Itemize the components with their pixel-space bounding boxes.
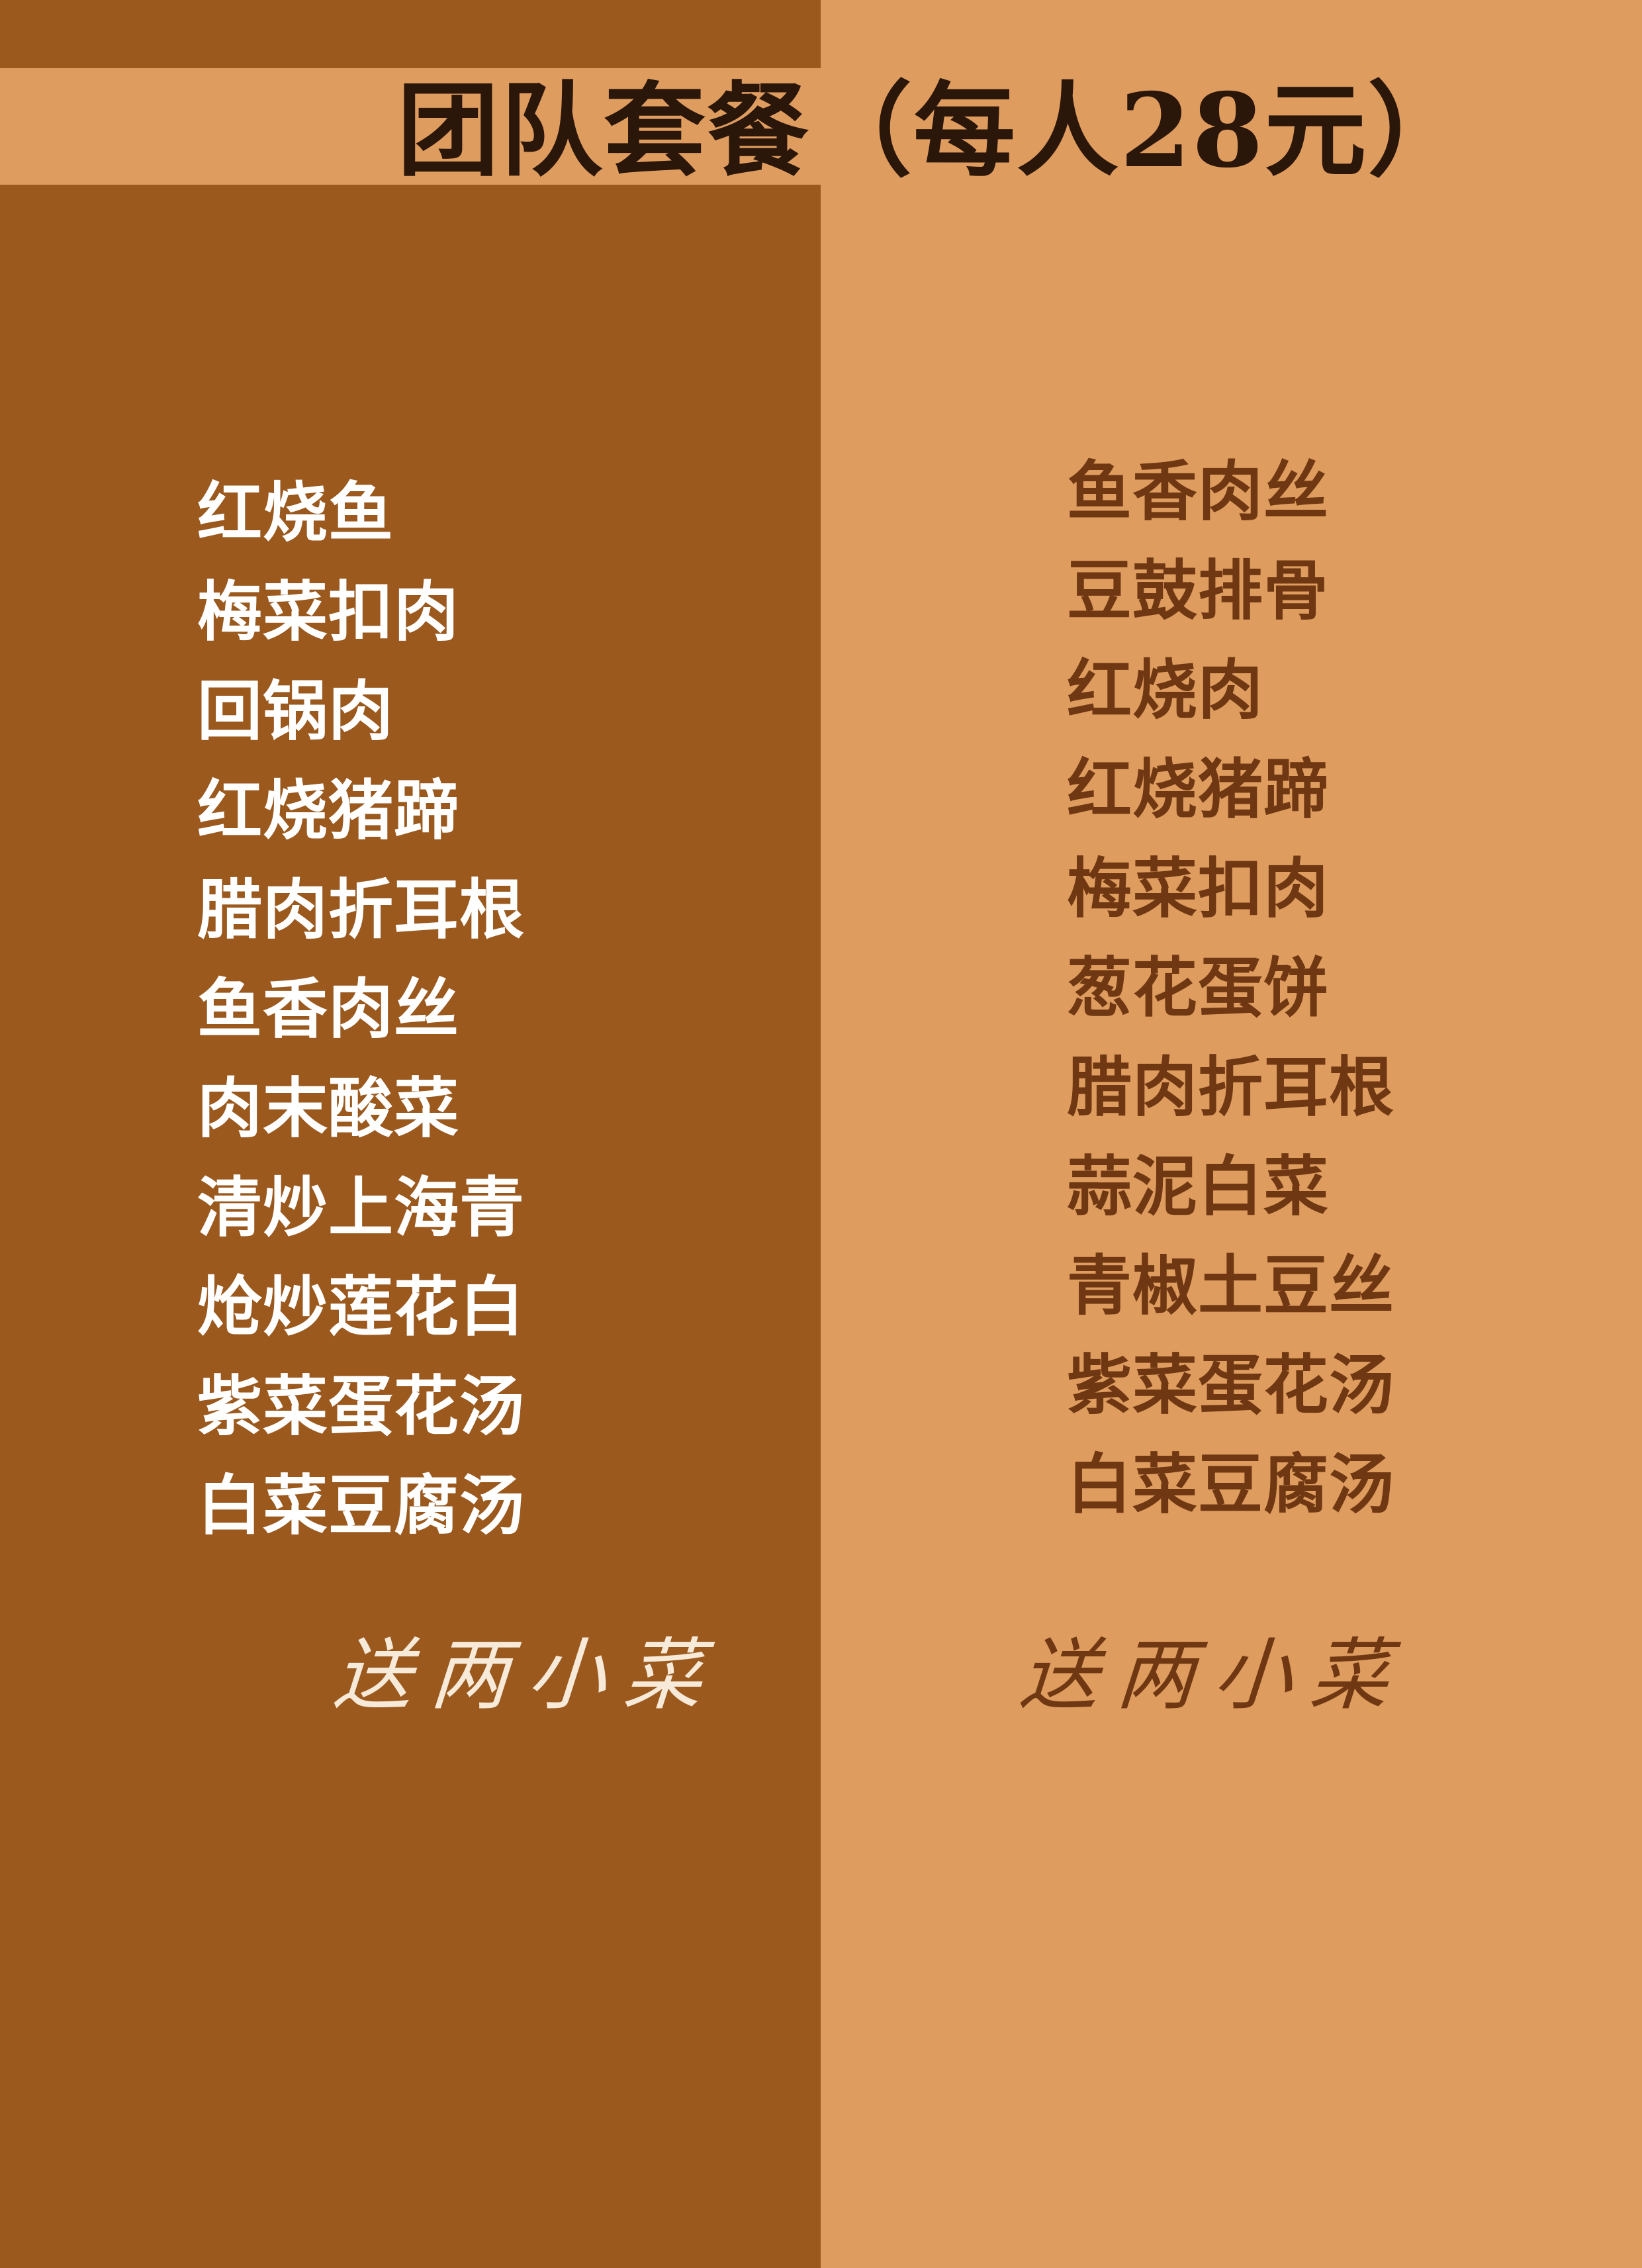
left-dish-item: 梅菜扣肉 <box>197 574 460 650</box>
left-dish-item: 白菜豆腐汤 <box>197 1468 525 1544</box>
left-dish-item: 红烧猪蹄 <box>197 773 460 849</box>
right-menu-panel <box>821 0 1642 2268</box>
right-dish-list: 鱼香肉丝 豆鼓排骨 红烧肉 红烧猪蹄 梅菜扣肉 葱花蛋饼 腊肉折耳根 蒜泥白菜 … <box>1067 442 1394 1535</box>
right-dish-item: 腊肉折耳根 <box>1067 1049 1395 1125</box>
right-dish-item: 蒜泥白菜 <box>1067 1149 1330 1225</box>
right-dish-item: 红烧猪蹄 <box>1067 751 1330 827</box>
left-menu-panel <box>0 0 821 2268</box>
left-dish-item: 回锅肉 <box>197 673 394 749</box>
right-dish-item: 鱼香肉丝 <box>1067 453 1330 530</box>
right-free-side-dishes: 送两小菜 <box>1017 1629 1410 1721</box>
left-dish-list: 红烧鱼 梅菜扣肉 回锅肉 红烧猪蹄 腊肉折耳根 鱼香肉丝 肉末酸菜 清炒上海青 … <box>197 463 525 1556</box>
right-dish-item: 梅菜扣肉 <box>1067 851 1330 927</box>
right-dish-item: 葱花蛋饼 <box>1067 950 1330 1026</box>
right-dish-item: 白菜豆腐汤 <box>1067 1446 1395 1523</box>
right-dish-item: 红烧肉 <box>1067 652 1264 728</box>
title-band <box>0 68 821 185</box>
left-dish-item: 炝炒莲花白 <box>197 1269 525 1345</box>
left-free-side-dishes: 送两小菜 <box>331 1629 724 1721</box>
left-dish-item: 腊肉折耳根 <box>197 872 525 948</box>
right-dish-item: 豆鼓排骨 <box>1067 553 1330 629</box>
left-dish-item: 肉末酸菜 <box>197 1070 460 1147</box>
right-dish-item: 青椒土豆丝 <box>1067 1248 1395 1324</box>
left-dish-item: 红烧鱼 <box>197 475 394 551</box>
left-dish-item: 紫菜蛋花汤 <box>197 1368 525 1444</box>
left-dish-item: 鱼香肉丝 <box>197 971 460 1047</box>
left-dish-item: 清炒上海青 <box>197 1170 525 1246</box>
right-dish-item: 紫菜蛋花汤 <box>1067 1347 1395 1423</box>
page-title: 团队套餐（每人28元） <box>397 71 1471 191</box>
